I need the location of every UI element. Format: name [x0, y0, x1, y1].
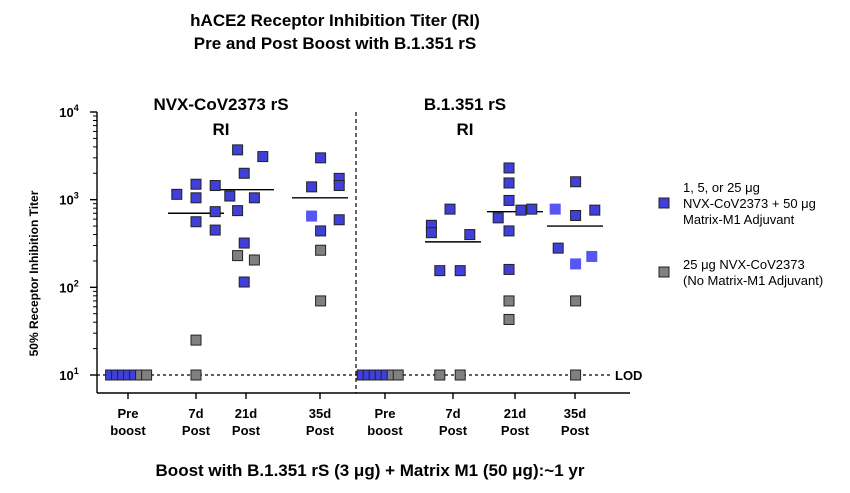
data-point-adjuvanted	[232, 144, 244, 156]
data-point-adjuvanted	[333, 180, 345, 192]
data-point-adjuvanted	[238, 167, 250, 179]
axis-ticks: 101 102 103 104 Pre boost 7d Post 21d Post 35d Post…	[59, 103, 589, 438]
data-point-adjuvanted	[515, 204, 527, 216]
data-point-adjuvanted	[586, 250, 598, 262]
x-tick-label: Post	[232, 423, 261, 438]
data-point-adjuvanted	[238, 237, 250, 249]
data-point-adjuvanted	[232, 205, 244, 217]
data-point-adjuvanted	[306, 181, 318, 193]
data-point-unadjuvanted	[190, 334, 202, 346]
chart-title-line: hACE2 Receptor Inhibition Titer (RI)	[190, 11, 480, 30]
lod-label: LOD	[615, 368, 642, 383]
data-point-adjuvanted	[570, 209, 582, 221]
data-point-adjuvanted	[492, 212, 504, 224]
data-point-adjuvanted	[209, 224, 221, 236]
data-point-adjuvanted	[171, 188, 183, 200]
data-point-adjuvanted	[454, 265, 466, 277]
legend-label: Matrix-M1 Adjuvant	[683, 212, 795, 227]
data-point-unadjuvanted	[434, 369, 446, 381]
data-point-adjuvanted	[248, 192, 260, 204]
x-tick-label: 21d	[235, 406, 257, 421]
data-point-unadjuvanted	[232, 250, 244, 262]
legend-label: (No Matrix-M1 Adjuvant)	[683, 273, 823, 288]
data-point-adjuvanted	[238, 276, 250, 288]
legend-label: 1, 5, or 25 μg	[683, 180, 760, 195]
x-tick-label: 35d	[564, 406, 586, 421]
data-point-adjuvanted	[306, 210, 318, 222]
data-point-adjuvanted	[503, 225, 515, 237]
data-marks	[105, 144, 603, 381]
data-point-adjuvanted	[503, 263, 515, 275]
x-tick-label: 21d	[504, 406, 526, 421]
legend-label: NVX-CoV2373 + 50 μg	[683, 196, 816, 211]
data-point-adjuvanted	[257, 151, 269, 163]
panel-title: NVX-CoV2373 rS	[153, 95, 288, 114]
data-point-adjuvanted	[570, 176, 582, 188]
y-tick-label: 102	[59, 278, 78, 295]
x-tick-label: Post	[306, 423, 335, 438]
data-point-unadjuvanted	[248, 254, 260, 266]
data-point-unadjuvanted	[315, 295, 327, 307]
data-point-adjuvanted	[333, 214, 345, 226]
data-point-adjuvanted	[315, 152, 327, 164]
y-tick-label: 103	[59, 191, 78, 208]
data-point-adjuvanted	[503, 162, 515, 174]
data-point-adjuvanted	[209, 206, 221, 218]
panel-titles: NVX-CoV2373 rS RI B.1.351 rS RI	[153, 95, 506, 139]
x-tick-label: Post	[439, 423, 468, 438]
data-point-adjuvanted	[503, 194, 515, 206]
data-point-adjuvanted	[434, 265, 446, 277]
data-point-adjuvanted	[464, 229, 476, 241]
data-point-adjuvanted	[549, 203, 561, 215]
data-point-adjuvanted	[552, 242, 564, 254]
x-tick-label: Post	[182, 423, 211, 438]
x-tick-label: Post	[561, 423, 590, 438]
data-point-adjuvanted	[425, 227, 437, 239]
x-tick-label: 7d	[445, 406, 460, 421]
x-tick-label: Pre	[375, 406, 396, 421]
data-point-adjuvanted	[503, 177, 515, 189]
panel-title: RI	[213, 120, 230, 139]
x-tick-label: 7d	[188, 406, 203, 421]
y-axis-label: 50% Receptor Inhibition Titer	[27, 190, 41, 356]
data-point-unadjuvanted	[454, 369, 466, 381]
x-axis-label: Boost with B.1.351 rS (3 μg) + Matrix M1…	[156, 461, 585, 480]
data-point-adjuvanted	[190, 178, 202, 190]
x-tick-label: Pre	[118, 406, 139, 421]
y-tick-label: 101	[59, 366, 78, 383]
data-point-adjuvanted	[444, 203, 456, 215]
data-point-unadjuvanted	[315, 244, 327, 256]
legend-label: 25 μg NVX-CoV2373	[683, 257, 805, 272]
legend-swatch	[658, 197, 670, 209]
axes: LOD 50% Receptor Inhibition Titer Boost wi…	[27, 112, 642, 480]
data-point-adjuvanted	[209, 180, 221, 192]
data-point-unadjuvanted	[570, 369, 582, 381]
data-point-adjuvanted	[570, 258, 582, 270]
data-point-unadjuvanted	[190, 369, 202, 381]
chart-title: hACE2 Receptor Inhibition Titer (RI) Pre …	[190, 11, 480, 53]
data-point-adjuvanted	[224, 190, 236, 202]
data-point-unadjuvanted	[141, 369, 153, 381]
data-point-adjuvanted	[315, 225, 327, 237]
panel-title: B.1.351 rS	[424, 95, 506, 114]
data-point-adjuvanted	[190, 216, 202, 228]
y-tick-label: 104	[59, 103, 78, 120]
data-point-unadjuvanted	[392, 369, 404, 381]
chart-title-line: Pre and Post Boost with B.1.351 rS	[194, 34, 476, 53]
data-point-unadjuvanted	[503, 295, 515, 307]
data-point-adjuvanted	[190, 192, 202, 204]
x-tick-label: boost	[367, 423, 403, 438]
data-point-unadjuvanted	[570, 295, 582, 307]
x-tick-label: boost	[110, 423, 146, 438]
legend-swatch	[658, 266, 670, 278]
panel-title: RI	[457, 120, 474, 139]
x-tick-label: Post	[501, 423, 530, 438]
data-point-adjuvanted	[589, 204, 601, 216]
x-tick-label: 35d	[309, 406, 331, 421]
data-point-adjuvanted	[526, 203, 538, 215]
data-point-unadjuvanted	[503, 313, 515, 325]
